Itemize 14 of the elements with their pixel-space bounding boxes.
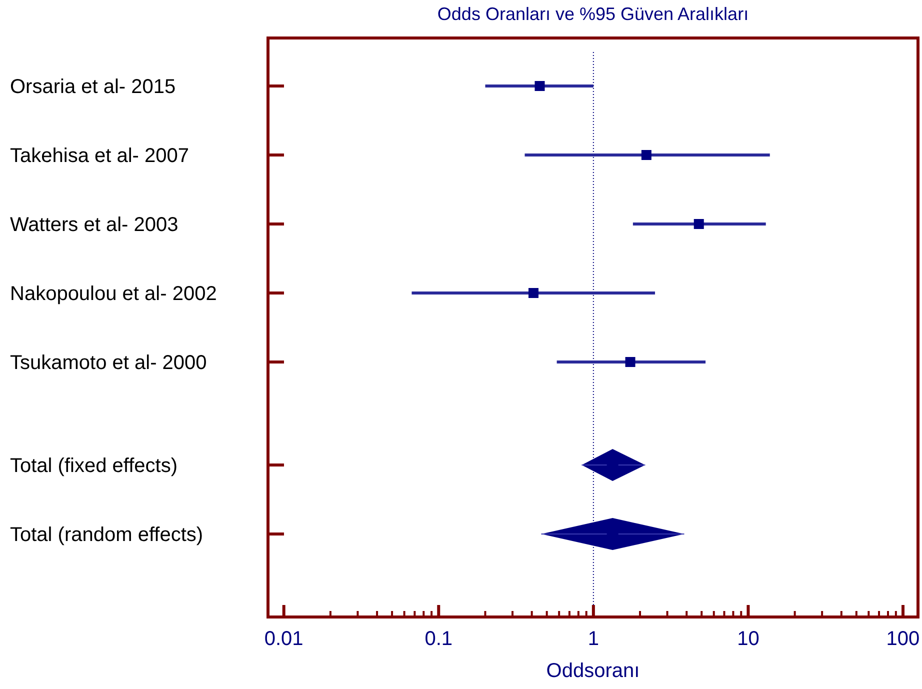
y-tick-label: Total (fixed effects)	[10, 455, 178, 477]
chart-title: Odds Oranları ve %95 Güven Aralıkları	[437, 4, 749, 24]
y-tick-label: Orsaria et al- 2015	[10, 76, 176, 98]
y-tick-label: Watters et al- 2003	[10, 214, 178, 236]
y-tick-label: Takehisa et al- 2007	[10, 145, 190, 167]
x-axis-title: Oddsoranı	[546, 660, 640, 682]
x-tick-label: 0.1	[424, 628, 453, 650]
y-tick-label: Total (random effects)	[10, 524, 204, 546]
x-tick-label: 10	[737, 628, 760, 650]
y-tick-label: Tsukamoto et al- 2000	[10, 352, 207, 374]
x-tick-label: 1	[588, 628, 599, 650]
x-tick-label: 100	[886, 628, 920, 650]
y-tick-label: Nakopoulou et al- 2002	[10, 283, 217, 305]
x-tick-label: 0.01	[264, 628, 304, 650]
